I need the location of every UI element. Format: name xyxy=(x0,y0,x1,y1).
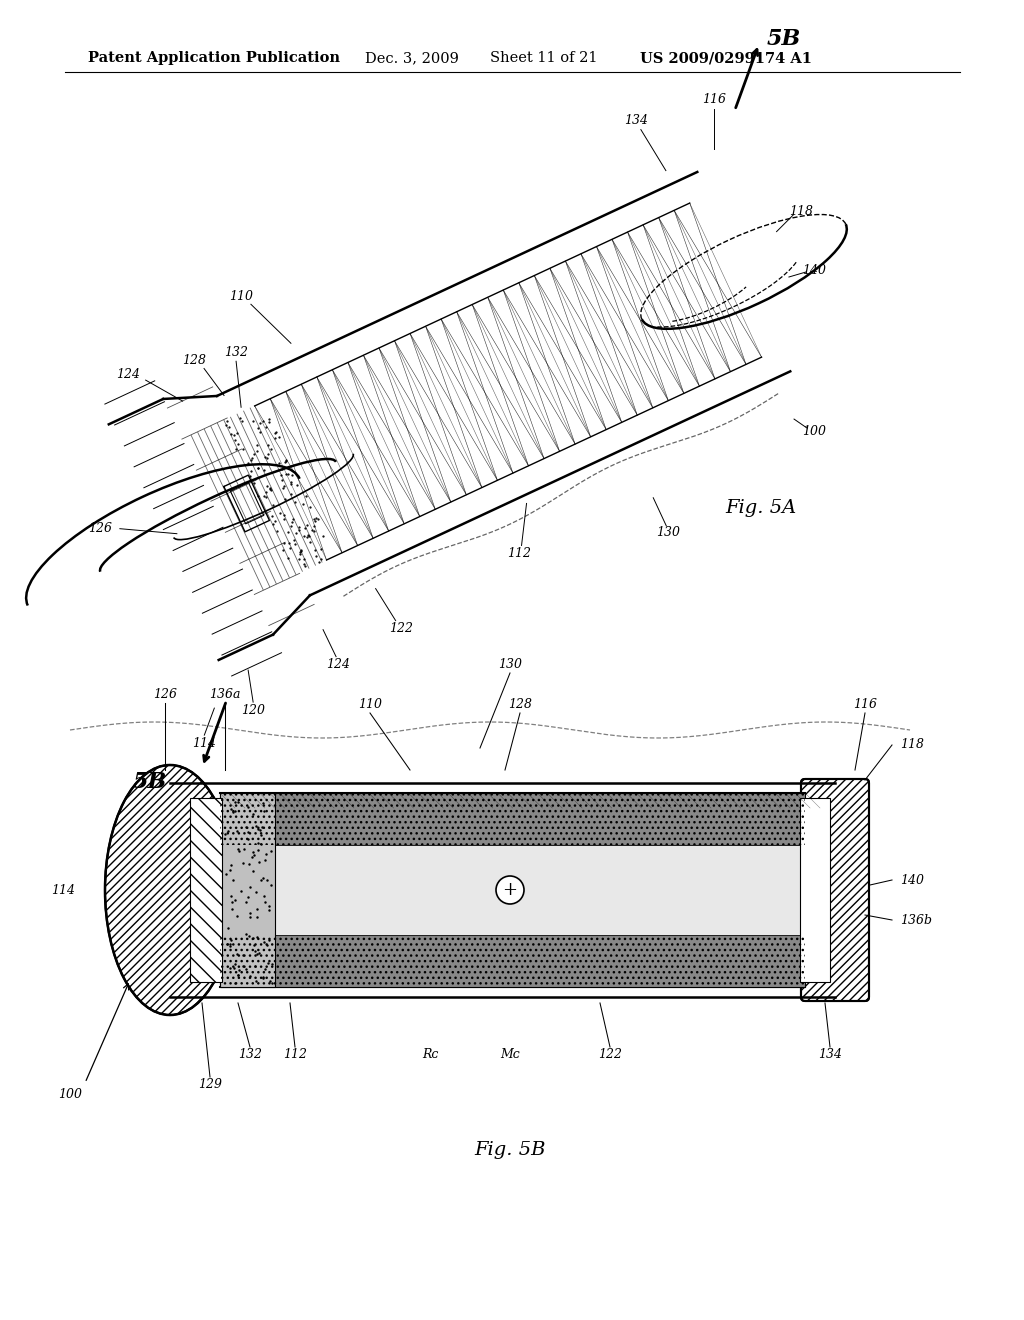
Text: 126: 126 xyxy=(88,523,112,535)
Bar xyxy=(190,799,222,982)
Text: 112: 112 xyxy=(283,1048,307,1061)
Text: 110: 110 xyxy=(358,698,382,711)
Text: Sheet 11 of 21: Sheet 11 of 21 xyxy=(490,51,597,65)
Text: Dec. 3, 2009: Dec. 3, 2009 xyxy=(365,51,459,65)
Text: 128: 128 xyxy=(508,698,532,711)
Text: 130: 130 xyxy=(656,527,680,540)
Text: 124: 124 xyxy=(116,367,139,380)
Text: Rᴄ: Rᴄ xyxy=(422,1048,438,1061)
Text: Mᴄ: Mᴄ xyxy=(500,1048,520,1061)
Text: 130: 130 xyxy=(498,659,522,672)
Text: 120: 120 xyxy=(241,704,265,717)
Text: 116: 116 xyxy=(702,92,726,106)
Text: +: + xyxy=(503,880,517,899)
Bar xyxy=(220,935,805,987)
Text: 132: 132 xyxy=(238,1048,262,1061)
Text: 126: 126 xyxy=(153,689,177,701)
Circle shape xyxy=(496,876,524,904)
Text: 110: 110 xyxy=(229,290,253,302)
Text: 100: 100 xyxy=(58,1089,82,1101)
Text: 114: 114 xyxy=(51,883,75,896)
Text: 118: 118 xyxy=(790,205,813,218)
Bar xyxy=(190,799,222,982)
Text: Patent Application Publication: Patent Application Publication xyxy=(88,51,340,65)
Text: 129: 129 xyxy=(198,1078,222,1092)
Bar xyxy=(168,783,813,997)
Text: 122: 122 xyxy=(598,1048,622,1061)
Text: 140: 140 xyxy=(900,874,924,887)
Text: Fig. 5A: Fig. 5A xyxy=(725,499,796,517)
Text: US 2009/0299174 A1: US 2009/0299174 A1 xyxy=(640,51,812,65)
Text: 124: 124 xyxy=(326,659,350,671)
Text: 136b: 136b xyxy=(900,913,932,927)
Ellipse shape xyxy=(105,766,234,1015)
Bar xyxy=(220,845,805,935)
Text: 5B: 5B xyxy=(767,28,801,50)
Bar xyxy=(800,799,830,982)
Text: 132: 132 xyxy=(224,346,248,359)
FancyBboxPatch shape xyxy=(801,779,869,1001)
Bar xyxy=(220,793,805,845)
Text: Fig. 5B: Fig. 5B xyxy=(474,1140,546,1159)
Text: 116: 116 xyxy=(853,698,877,711)
Text: 118: 118 xyxy=(900,738,924,751)
Bar xyxy=(220,793,275,987)
Bar xyxy=(220,935,805,987)
Text: 134: 134 xyxy=(818,1048,842,1061)
Text: 136a: 136a xyxy=(209,689,241,701)
Text: 5B: 5B xyxy=(133,771,167,793)
Text: 112: 112 xyxy=(508,546,531,560)
Text: 128: 128 xyxy=(182,354,206,367)
Bar xyxy=(220,793,805,845)
Text: 134: 134 xyxy=(624,114,648,127)
Text: 140: 140 xyxy=(802,264,826,276)
Text: 114: 114 xyxy=(193,737,216,750)
Text: 100: 100 xyxy=(802,425,826,437)
Text: 122: 122 xyxy=(389,622,413,635)
